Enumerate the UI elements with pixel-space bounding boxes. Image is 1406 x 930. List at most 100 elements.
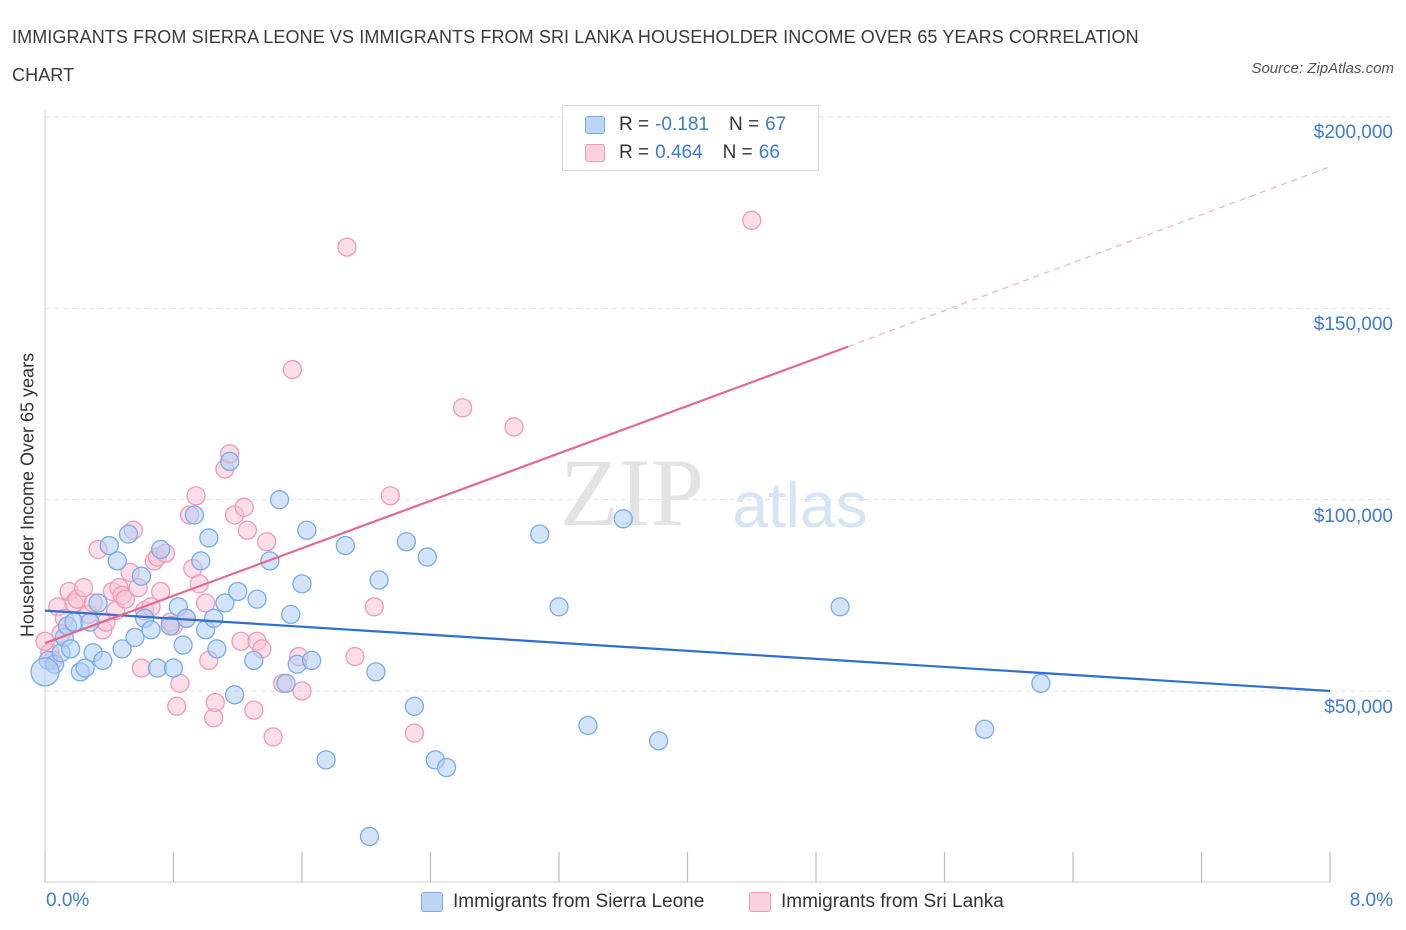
bottom-legend-swatch-pink xyxy=(749,892,771,912)
y-tick-label: $150,000 xyxy=(1313,314,1393,335)
data-point xyxy=(276,673,296,693)
data-point xyxy=(404,723,425,743)
data-point xyxy=(359,826,380,847)
data-point xyxy=(64,612,84,632)
legend-r-label: R = xyxy=(619,114,650,135)
bottom-legend-sierra-leone: Immigrants from Sierra Leone xyxy=(421,889,704,915)
data-point xyxy=(112,639,132,659)
watermark-zip: ZIP xyxy=(560,439,704,546)
data-point xyxy=(335,535,356,556)
data-point xyxy=(141,620,161,640)
data-point xyxy=(160,616,180,636)
data-point xyxy=(530,524,550,544)
data-point xyxy=(417,547,437,567)
data-point xyxy=(73,578,94,598)
data-point xyxy=(364,597,384,617)
data-point xyxy=(297,520,317,540)
data-point xyxy=(247,589,267,609)
trend-line xyxy=(44,345,849,645)
data-point xyxy=(150,539,171,560)
data-point xyxy=(191,551,211,571)
legend-n-label: N = xyxy=(728,114,760,135)
data-point xyxy=(578,715,598,736)
data-point xyxy=(173,635,193,655)
legend-n-value: 66 xyxy=(758,142,780,163)
bottom-legend-swatch-blue xyxy=(421,892,443,912)
data-point xyxy=(345,646,365,667)
data-point xyxy=(220,451,240,472)
data-point xyxy=(75,658,95,678)
data-point xyxy=(282,359,303,380)
data-point xyxy=(975,719,995,739)
chart-title: IMMIGRANTS FROM SIERRA LEONE VS IMMIGRAN… xyxy=(12,27,1139,85)
legend-n-value: 67 xyxy=(765,114,787,135)
x-tick-label-left: 0.0% xyxy=(46,890,90,911)
legend-r-value: 0.464 xyxy=(655,142,703,163)
data-point xyxy=(224,685,245,705)
data-point xyxy=(742,210,762,230)
correlation-legend: R = -0.181 N = 67 R = 0.464 N = 66 xyxy=(562,105,819,171)
data-point xyxy=(244,650,264,671)
data-point xyxy=(195,593,216,613)
y-tick-label: $200,000 xyxy=(1313,122,1393,143)
watermark: ZIP atlas xyxy=(560,439,868,546)
data-point xyxy=(215,593,235,613)
data-point xyxy=(648,731,669,751)
data-point xyxy=(184,505,205,525)
trend-lines xyxy=(44,166,1331,693)
data-point xyxy=(99,535,119,556)
data-point xyxy=(61,639,81,659)
data-point xyxy=(107,551,127,571)
data-point xyxy=(88,593,108,613)
data-point xyxy=(199,528,219,548)
data-point xyxy=(292,574,312,594)
data-point xyxy=(234,497,254,517)
data-point xyxy=(147,658,168,678)
data-point xyxy=(115,589,135,609)
data-point xyxy=(613,509,633,529)
legend-r-label: R = xyxy=(619,142,650,163)
data-point xyxy=(186,486,206,506)
data-point xyxy=(1031,673,1051,693)
legend-row-sierra-leone: R = -0.181 N = 67 xyxy=(585,111,786,139)
data-point xyxy=(337,237,357,257)
data-point xyxy=(207,639,227,659)
x-tick-label-right: 8.0% xyxy=(1349,890,1393,911)
data-point xyxy=(263,727,283,747)
legend-r-value: -0.181 xyxy=(655,114,709,135)
data-point xyxy=(366,662,386,682)
trend-line-extension xyxy=(847,166,1331,348)
data-point xyxy=(396,532,417,552)
trend-line xyxy=(44,609,1331,693)
legend-n-label: N = xyxy=(722,142,753,163)
data-point xyxy=(167,696,187,716)
data-point xyxy=(125,627,145,648)
data-point xyxy=(369,570,389,590)
y-tick-label: $100,000 xyxy=(1313,506,1393,527)
data-point xyxy=(204,608,224,628)
data-point xyxy=(281,604,301,625)
data-point xyxy=(404,696,425,716)
data-point xyxy=(35,631,55,651)
data-point xyxy=(205,692,225,713)
data-point xyxy=(228,581,248,602)
data-point xyxy=(118,524,139,544)
data-point xyxy=(549,597,569,617)
data-point xyxy=(257,532,277,552)
data-point xyxy=(301,650,322,671)
data-point xyxy=(830,597,850,617)
watermark-atlas: atlas xyxy=(732,469,867,541)
axes xyxy=(44,110,1331,883)
data-point xyxy=(269,490,290,510)
data-point xyxy=(131,566,152,586)
data-point xyxy=(131,658,152,678)
y-tick-label: $50,000 xyxy=(1324,697,1393,718)
legend-swatch-blue xyxy=(585,116,605,134)
source-note: Source: ZipAtlas.com xyxy=(1251,60,1394,77)
data-point xyxy=(244,700,264,720)
data-point xyxy=(30,657,60,687)
gridlines xyxy=(45,116,1395,692)
data-point xyxy=(93,650,113,671)
data-point xyxy=(292,681,312,701)
